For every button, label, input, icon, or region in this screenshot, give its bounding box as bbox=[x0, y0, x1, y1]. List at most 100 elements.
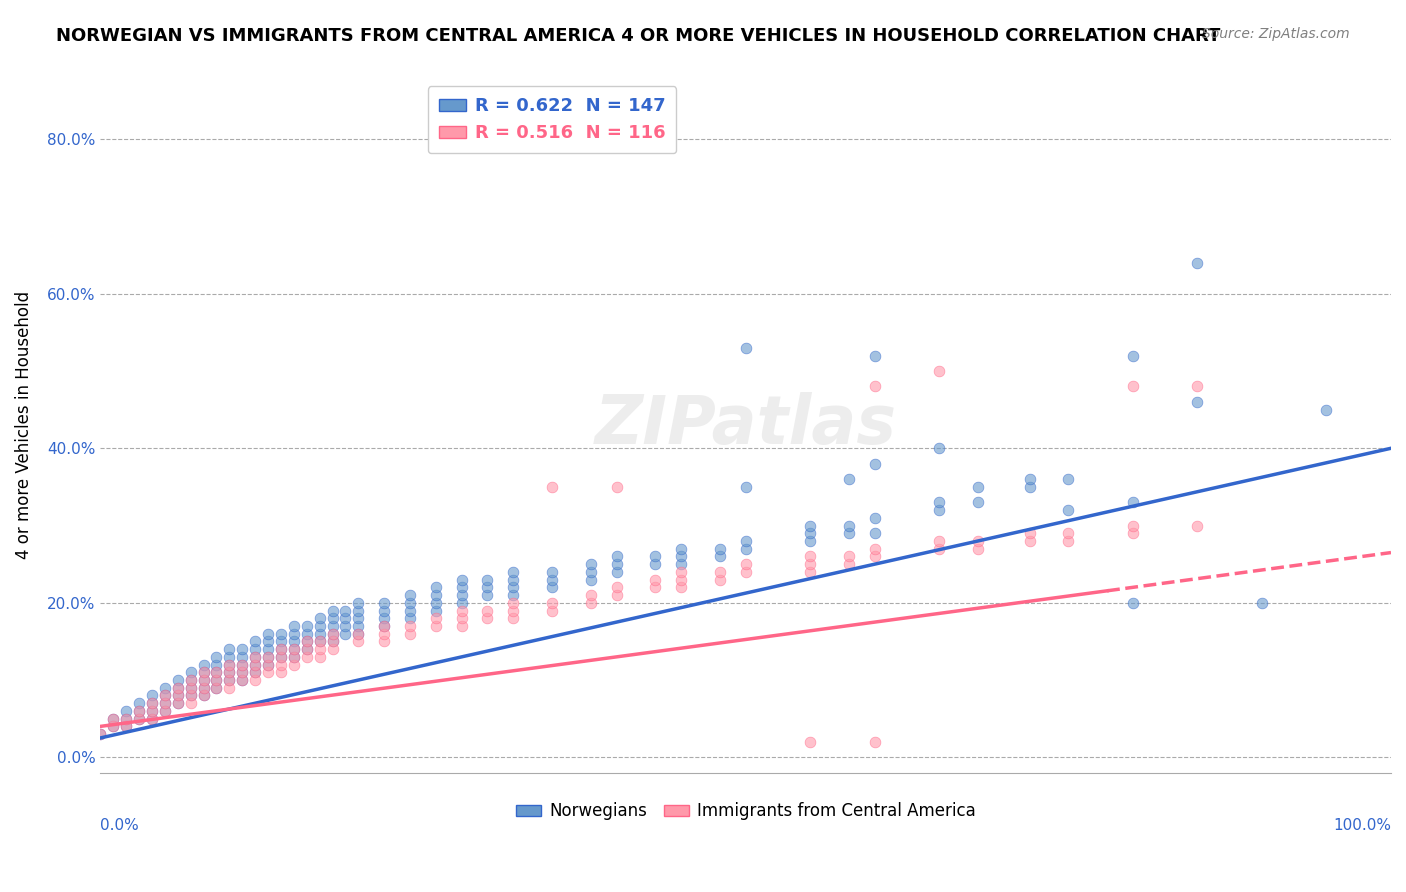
Point bbox=[799, 565, 821, 579]
Point bbox=[477, 603, 499, 617]
Point bbox=[166, 673, 188, 687]
Point bbox=[373, 603, 395, 617]
Point bbox=[193, 689, 215, 703]
Point bbox=[669, 573, 692, 587]
Point bbox=[141, 712, 163, 726]
Point bbox=[295, 634, 318, 648]
Point bbox=[153, 696, 176, 710]
Point bbox=[153, 696, 176, 710]
Point bbox=[283, 634, 305, 648]
Point bbox=[967, 480, 990, 494]
Point bbox=[128, 704, 150, 718]
Point bbox=[180, 689, 202, 703]
Point bbox=[399, 611, 422, 625]
Point bbox=[101, 719, 124, 733]
Point bbox=[373, 619, 395, 633]
Point bbox=[502, 573, 524, 587]
Point bbox=[308, 611, 330, 625]
Point bbox=[606, 549, 628, 564]
Point bbox=[270, 657, 292, 672]
Point bbox=[193, 657, 215, 672]
Point bbox=[347, 626, 370, 640]
Point bbox=[450, 588, 472, 602]
Point bbox=[128, 712, 150, 726]
Point bbox=[180, 681, 202, 695]
Point bbox=[579, 588, 602, 602]
Legend: Norwegians, Immigrants from Central America: Norwegians, Immigrants from Central Amer… bbox=[509, 796, 983, 827]
Point bbox=[243, 649, 266, 664]
Point bbox=[347, 619, 370, 633]
Point bbox=[322, 626, 344, 640]
Point bbox=[863, 735, 886, 749]
Point bbox=[193, 681, 215, 695]
Point bbox=[115, 719, 138, 733]
Point bbox=[373, 611, 395, 625]
Text: NORWEGIAN VS IMMIGRANTS FROM CENTRAL AMERICA 4 OR MORE VEHICLES IN HOUSEHOLD COR: NORWEGIAN VS IMMIGRANTS FROM CENTRAL AME… bbox=[56, 27, 1220, 45]
Point bbox=[335, 619, 357, 633]
Point bbox=[180, 673, 202, 687]
Point bbox=[373, 634, 395, 648]
Point bbox=[101, 712, 124, 726]
Point bbox=[579, 573, 602, 587]
Point bbox=[295, 649, 318, 664]
Point bbox=[243, 673, 266, 687]
Point bbox=[863, 349, 886, 363]
Point bbox=[502, 603, 524, 617]
Point bbox=[218, 673, 240, 687]
Point bbox=[231, 657, 253, 672]
Point bbox=[1187, 518, 1209, 533]
Point bbox=[734, 565, 756, 579]
Point bbox=[180, 673, 202, 687]
Point bbox=[863, 526, 886, 541]
Point bbox=[243, 649, 266, 664]
Point bbox=[477, 580, 499, 594]
Point bbox=[322, 626, 344, 640]
Point bbox=[270, 626, 292, 640]
Point bbox=[399, 596, 422, 610]
Point bbox=[243, 634, 266, 648]
Text: 100.0%: 100.0% bbox=[1333, 818, 1391, 833]
Point bbox=[838, 549, 860, 564]
Point bbox=[425, 580, 447, 594]
Point bbox=[1122, 596, 1144, 610]
Point bbox=[1187, 395, 1209, 409]
Point bbox=[308, 626, 330, 640]
Point bbox=[709, 565, 731, 579]
Y-axis label: 4 or more Vehicles in Household: 4 or more Vehicles in Household bbox=[15, 291, 32, 559]
Point bbox=[669, 541, 692, 556]
Point bbox=[799, 533, 821, 548]
Point bbox=[205, 665, 228, 680]
Point bbox=[1057, 472, 1080, 486]
Point bbox=[270, 642, 292, 657]
Point bbox=[141, 704, 163, 718]
Point bbox=[502, 611, 524, 625]
Point bbox=[1251, 596, 1274, 610]
Point bbox=[1018, 472, 1040, 486]
Point bbox=[425, 596, 447, 610]
Point bbox=[231, 642, 253, 657]
Point bbox=[799, 518, 821, 533]
Point bbox=[1122, 379, 1144, 393]
Point bbox=[166, 696, 188, 710]
Point bbox=[928, 442, 950, 456]
Point bbox=[153, 681, 176, 695]
Point bbox=[838, 526, 860, 541]
Point bbox=[734, 541, 756, 556]
Text: ZIPatlas: ZIPatlas bbox=[595, 392, 897, 458]
Point bbox=[322, 634, 344, 648]
Point bbox=[141, 696, 163, 710]
Point bbox=[450, 619, 472, 633]
Point bbox=[502, 596, 524, 610]
Point bbox=[218, 665, 240, 680]
Point bbox=[477, 573, 499, 587]
Point bbox=[243, 657, 266, 672]
Point bbox=[322, 603, 344, 617]
Point bbox=[541, 580, 564, 594]
Point bbox=[205, 673, 228, 687]
Point bbox=[838, 518, 860, 533]
Point bbox=[928, 541, 950, 556]
Point bbox=[967, 495, 990, 509]
Point bbox=[799, 549, 821, 564]
Point bbox=[373, 626, 395, 640]
Point bbox=[347, 603, 370, 617]
